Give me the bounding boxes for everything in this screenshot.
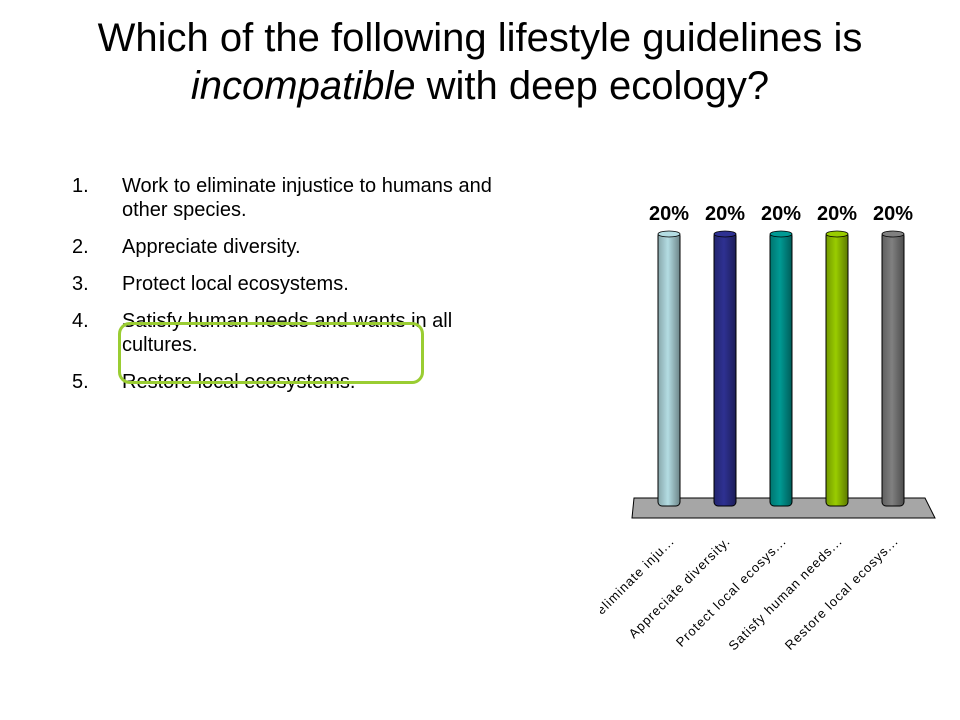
option-number: 1. <box>72 175 89 197</box>
bar <box>881 231 905 507</box>
option-number: 2. <box>72 236 89 258</box>
bar-value-label: 20% <box>761 203 801 225</box>
option-text: Work to eliminate injustice to humans an… <box>122 175 492 221</box>
answer-options: 1. Work to eliminate injustice to humans… <box>72 174 492 407</box>
category-label: Restore local ecosys... <box>782 534 901 653</box>
title-emphasis: incompatible <box>190 64 416 108</box>
category-label: Satisfy human needs... <box>725 534 845 654</box>
option-number: 3. <box>72 273 89 295</box>
bar-cap <box>657 230 681 238</box>
bar-cap <box>713 230 737 238</box>
option-text: Protect local ecosystems. <box>122 273 349 295</box>
option-text: Appreciate diversity. <box>122 236 301 258</box>
title-line-2-rest: with deep ecology? <box>415 64 770 108</box>
bar-cap <box>769 230 793 238</box>
slide-title: Which of the following lifestyle guideli… <box>0 14 960 110</box>
answer-option[interactable]: 4. Satisfy human needs and wants in all … <box>72 309 492 357</box>
category-label: Protect local ecosys... <box>673 534 789 650</box>
bar-value-label: 20% <box>873 203 913 225</box>
bar-cap <box>881 230 905 238</box>
bar <box>713 231 737 507</box>
answer-option[interactable]: 3. Protect local ecosystems. <box>72 272 492 296</box>
option-number: 4. <box>72 310 89 332</box>
bar <box>657 231 681 507</box>
bar-value-label: 20% <box>705 203 745 225</box>
bar-value-label: 20% <box>649 203 689 225</box>
bar-cap <box>825 230 849 238</box>
results-bar-chart: 20%Work to eliminate inju...20%Appreciat… <box>600 203 936 657</box>
answer-option[interactable]: 2. Appreciate diversity. <box>72 235 492 259</box>
category-label: Appreciate diversity. <box>626 534 734 642</box>
answer-option[interactable]: 1. Work to eliminate injustice to humans… <box>72 174 492 222</box>
answer-highlight <box>118 322 424 384</box>
title-line-2: incompatible with deep ecology? <box>0 62 960 110</box>
option-number: 5. <box>72 371 89 393</box>
option-text: Satisfy human needs and wants in all cul… <box>122 310 453 356</box>
title-line-1: Which of the following lifestyle guideli… <box>97 16 863 60</box>
bar <box>825 231 849 507</box>
bar-value-label: 20% <box>817 203 857 225</box>
bar <box>769 231 793 507</box>
